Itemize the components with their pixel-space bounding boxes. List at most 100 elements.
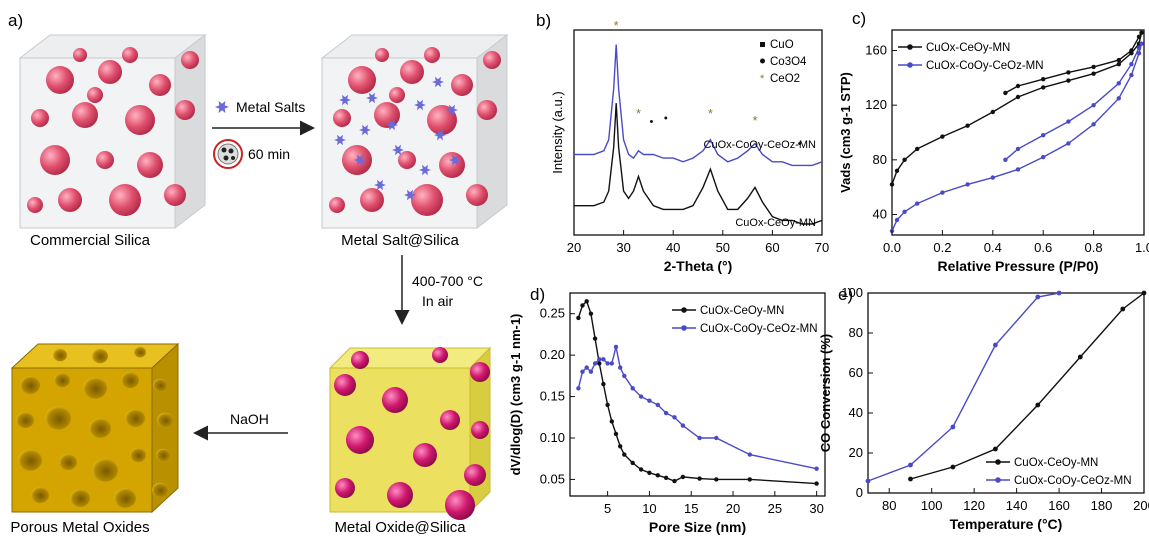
panel-label-d: d) xyxy=(530,285,545,304)
data-point xyxy=(647,398,652,403)
y-tick-label: 20 xyxy=(849,445,863,460)
data-point xyxy=(889,182,895,187)
legend-label: CuOx-CeOy-MN xyxy=(926,42,1010,54)
particle-sphere xyxy=(335,478,355,498)
data-point xyxy=(908,462,913,468)
data-point xyxy=(630,460,635,466)
plot-frame xyxy=(867,292,1145,494)
data-point xyxy=(1136,34,1142,39)
peak-marker: • xyxy=(649,116,653,128)
x-tick-label: 0.8 xyxy=(1085,240,1103,255)
particle-sphere xyxy=(424,47,440,63)
pore xyxy=(125,409,145,427)
y-axis-title: CO Conversion (%) xyxy=(818,334,833,452)
data-point xyxy=(1015,83,1021,89)
data-point xyxy=(714,435,719,441)
metal-salt-star xyxy=(215,100,229,114)
legend-label: CuOx-CeOy-MN xyxy=(1014,457,1098,469)
x-tick-label: 140 xyxy=(1006,498,1028,513)
data-point xyxy=(915,146,920,152)
data-point xyxy=(1139,41,1144,46)
metal-salt-star xyxy=(449,154,461,166)
particle-sphere xyxy=(389,87,405,103)
data-point xyxy=(1116,96,1122,101)
metal-salt-star xyxy=(432,76,444,88)
data-point xyxy=(1056,290,1062,296)
data-point xyxy=(747,477,752,482)
data-point xyxy=(1066,119,1071,124)
data-point xyxy=(1003,157,1008,162)
particle-sphere xyxy=(483,51,501,69)
data-point xyxy=(1091,71,1096,76)
data-point xyxy=(618,444,623,449)
data-point xyxy=(990,175,995,180)
x-tick-label: 40 xyxy=(666,240,680,255)
peak-marker: • xyxy=(664,113,668,125)
data-point xyxy=(1139,30,1144,35)
pore xyxy=(134,346,146,358)
series-label: CuOx-CeOy-MN xyxy=(735,217,816,229)
data-point xyxy=(1129,72,1134,78)
metal-salt-silica-cube xyxy=(320,33,509,230)
data-point xyxy=(1120,306,1126,312)
legend-label: CuOx-CoOy-CeOz-MN xyxy=(926,60,1044,72)
particle-sphere xyxy=(96,151,114,169)
x-axis-title: Pore Size (nm) xyxy=(649,519,746,535)
pore xyxy=(157,412,173,428)
calcination-temp-label: 400-700 °C xyxy=(412,273,483,289)
particle-sphere xyxy=(466,184,488,206)
particle-sphere xyxy=(109,184,141,216)
metal-salt-star xyxy=(334,134,346,146)
metal-salt-star xyxy=(339,94,351,106)
series-label: CuOx-CoOy-CeOz-MN xyxy=(704,139,817,151)
plot-frame xyxy=(569,292,826,497)
xrd-chart: 20 30 40 50 60 70 2-Theta (°) Intensity (a.u.) C… xyxy=(550,18,829,274)
y-tick-label: 160 xyxy=(865,43,887,58)
x-tick-label: 20 xyxy=(726,501,740,516)
x-tick-label: 70 xyxy=(815,240,829,255)
isotherm-chart: 0.0 0.2 0.4 0.6 0.8 1.0 40 80 120 160 Relative Pre… xyxy=(838,29,1149,274)
x-tick-label: 0.0 xyxy=(883,240,901,255)
data-point xyxy=(655,402,660,408)
data-point xyxy=(1041,77,1046,82)
pore xyxy=(130,447,146,463)
data-point xyxy=(1041,133,1046,138)
data-point xyxy=(1015,167,1021,172)
y-axis-title: Vads (cm3 g-1 STP) xyxy=(838,72,853,193)
x-tick-label: 10 xyxy=(642,501,656,516)
data-point xyxy=(663,410,669,416)
particle-sphere xyxy=(400,60,424,84)
data-point xyxy=(584,365,589,370)
y-tick-label: 0.15 xyxy=(540,389,565,404)
data-point xyxy=(908,476,913,482)
data-point xyxy=(613,344,619,350)
particle-sphere xyxy=(329,197,345,213)
metal-salt-star xyxy=(354,154,366,166)
particle-sphere xyxy=(98,60,122,84)
particle-sphere xyxy=(31,109,49,127)
particle-sphere xyxy=(464,464,486,486)
particle-sphere xyxy=(87,87,103,103)
particle-sphere xyxy=(73,48,87,62)
data-point xyxy=(1035,402,1041,408)
metal-salt-star xyxy=(434,129,446,141)
particle-sphere xyxy=(413,443,437,467)
calcination-env-label: In air xyxy=(422,293,453,309)
data-point xyxy=(1066,78,1071,83)
x-tick-label: 0.6 xyxy=(1034,240,1052,255)
x-tick-label: 25 xyxy=(768,501,782,516)
plot-frame xyxy=(573,29,823,236)
data-point xyxy=(1066,70,1071,75)
data-point xyxy=(622,452,627,457)
series-line xyxy=(891,32,1143,185)
peak-marker: * xyxy=(708,106,713,121)
commercial-silica-cube xyxy=(18,33,207,230)
x-tick-label: 5 xyxy=(604,501,611,516)
data-point xyxy=(894,217,900,223)
metal-salts-label: Metal Salts xyxy=(236,99,305,115)
data-point xyxy=(697,435,702,441)
data-point xyxy=(618,365,623,370)
data-point xyxy=(894,168,900,173)
particle-sphere xyxy=(175,100,195,120)
